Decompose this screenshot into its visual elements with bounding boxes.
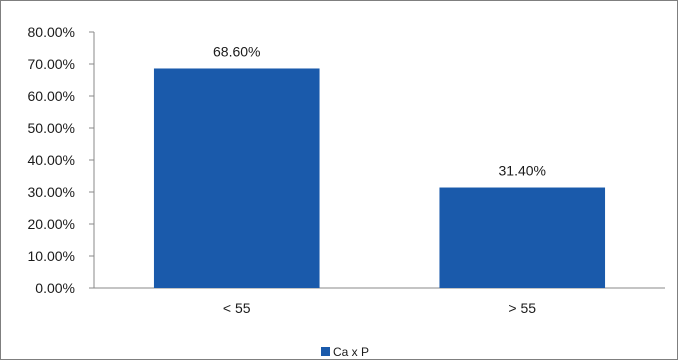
y-tick-label: 80.00% <box>28 24 75 40</box>
legend: Ca x P <box>321 345 369 359</box>
y-tick-label: 40.00% <box>28 152 75 168</box>
bar-data-label: 31.40% <box>499 163 546 179</box>
legend-label: Ca x P <box>333 345 369 359</box>
y-axis-ticks: 0.00% 10.00% 20.00% 30.00% 40.00% 50.00% 60.00… <box>28 24 94 296</box>
x-axis-ticks: < 55 > 55 <box>223 300 536 316</box>
bar <box>153 68 320 288</box>
x-tick-label: > 55 <box>508 300 536 316</box>
bar-series: 68.60% 31.40% <box>153 43 606 288</box>
y-tick-label: 60.00% <box>28 88 75 104</box>
y-tick-label: 10.00% <box>28 248 75 264</box>
y-tick-label: 20.00% <box>28 216 75 232</box>
x-tick-label: < 55 <box>223 300 251 316</box>
y-tick-label: 50.00% <box>28 120 75 136</box>
y-tick-label: 0.00% <box>35 280 75 296</box>
legend-swatch <box>321 347 330 356</box>
bar <box>439 187 606 288</box>
y-tick-label: 30.00% <box>28 184 75 200</box>
bar-data-label: 68.60% <box>213 43 260 59</box>
y-tick-label: 70.00% <box>28 56 75 72</box>
